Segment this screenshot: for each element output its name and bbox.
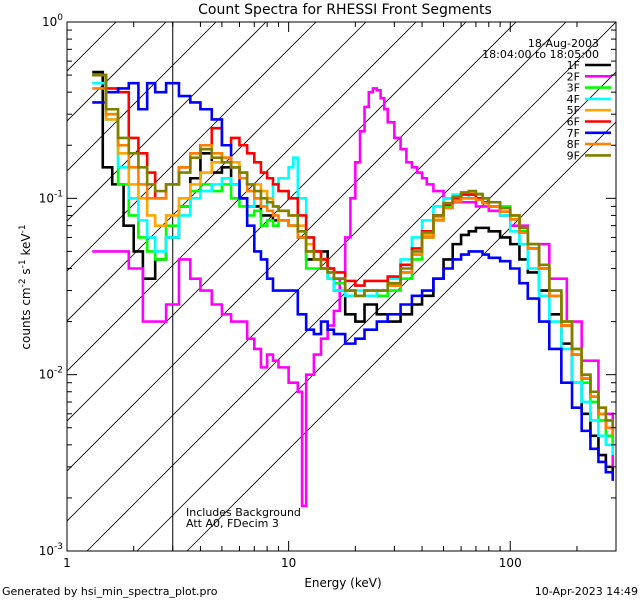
axes: 1 10 100 10-3 10-2 10-1 100 (39, 13, 617, 570)
series-line-7f (92, 81, 615, 481)
time-range-label: 18:04:00 to 18:05:00 (482, 48, 599, 61)
series-lines (92, 70, 615, 508)
legend-label-3f: 3F (567, 82, 580, 95)
legend-label-9f: 9F (567, 149, 580, 162)
x-axis-label: Energy (keV) (304, 576, 381, 590)
y-tick-label: 100 (42, 13, 63, 29)
legend-label-8f: 8F (567, 138, 580, 151)
series-line-5f (92, 73, 615, 428)
series-line-9f (92, 73, 615, 428)
hatch-line (67, 22, 267, 222)
footer-date: 10-Apr-2023 14:49 (535, 585, 638, 598)
series-line-6f (92, 73, 615, 436)
series-line-3f (92, 73, 615, 445)
hatch-line (0, 21, 67, 551)
legend-label-1f: 1F (567, 59, 580, 72)
hatch-line (67, 22, 317, 272)
legend-label-7f: 7F (567, 127, 580, 140)
y-tick-label: 10-1 (39, 189, 63, 205)
hatch-line (67, 22, 167, 122)
legend-label-5f: 5F (567, 104, 580, 117)
hatch-line (67, 22, 417, 372)
series-line-2f (92, 87, 615, 508)
y-tick-label: 10-3 (39, 542, 63, 558)
y-tick-label: 10-2 (39, 366, 63, 382)
background-hatch-region (0, 21, 616, 551)
x-tick-label: 100 (499, 556, 522, 570)
hatch-line (67, 22, 467, 422)
hatch-line (86, 22, 616, 551)
hatch-line (136, 71, 616, 551)
x-tick-label: 10 (281, 556, 296, 570)
legend-label-4f: 4F (567, 93, 580, 106)
series-line-8f (92, 87, 615, 436)
series-line-1f (92, 70, 615, 473)
y-axis-label: counts cm-2 s-1 keV-1 (18, 224, 33, 349)
hatch-line (186, 121, 616, 551)
annotation-background: Includes Background (186, 506, 301, 519)
plot-frame (66, 21, 617, 552)
legend-label-2f: 2F (567, 70, 580, 83)
annotation-attenuator: Att A0, FDecim 3 (186, 517, 279, 530)
hatch-line (67, 22, 367, 322)
legend-label-6f: 6F (567, 116, 580, 129)
hatch-line (67, 22, 517, 472)
x-tick-label: 1 (63, 556, 71, 570)
hatch-line (67, 22, 567, 522)
date-label: 18-Aug-2003 (528, 37, 599, 50)
series-line-4f (92, 81, 615, 456)
chart-title: Count Spectra for RHESSI Front Segments (198, 2, 492, 18)
hatch-line (67, 22, 217, 172)
footer-generated-by: Generated by hsi_min_spectra_plot.pro (2, 585, 218, 598)
